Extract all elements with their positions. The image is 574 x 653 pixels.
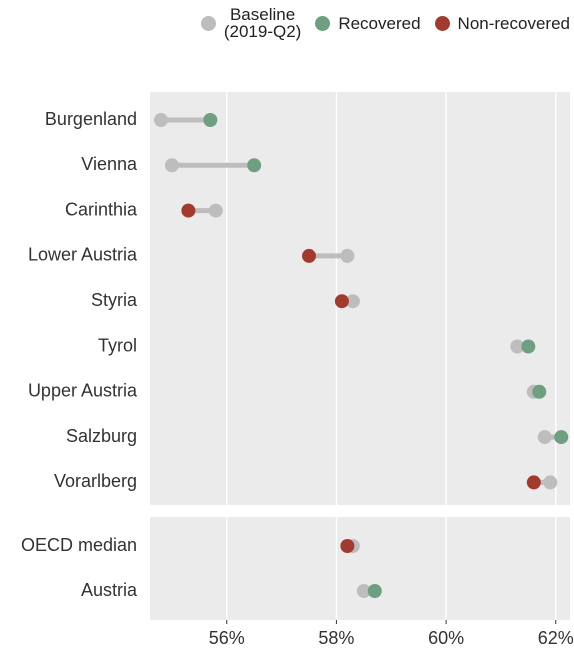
baseline-dot <box>537 430 552 445</box>
y-tick-label: Vorarlberg <box>54 471 137 491</box>
legend-swatch <box>434 15 450 31</box>
current-dot <box>334 294 349 309</box>
y-tick-label: Styria <box>91 290 138 310</box>
current-dot <box>521 339 536 354</box>
y-tick-label: Salzburg <box>66 426 137 446</box>
y-tick-label: Vienna <box>81 154 138 174</box>
legend-label: Non-recovered <box>457 13 570 33</box>
x-tick-label: 58% <box>318 628 354 648</box>
baseline-dot <box>356 584 371 598</box>
baseline-dot <box>208 203 223 218</box>
baseline-dot <box>510 339 525 354</box>
baseline-dot <box>340 248 355 263</box>
y-tick-label: Burgenland <box>45 109 137 129</box>
current-dot <box>302 248 317 263</box>
baseline-dot <box>543 475 558 490</box>
legend-item: Non-recovered <box>434 13 570 33</box>
baseline-dot <box>164 158 179 173</box>
legend-item: Recovered <box>315 13 421 33</box>
current-dot <box>532 384 547 399</box>
y-tick-label: Austria <box>81 580 138 600</box>
current-dot <box>247 158 262 173</box>
x-tick-label: 62% <box>538 628 574 648</box>
current-dot <box>554 430 569 445</box>
legend: Baseline (2019-Q2) Recovered Non-recovered <box>0 6 574 40</box>
y-tick-label: Carinthia <box>65 199 138 219</box>
legend-label: Baseline (2019-Q2) <box>223 5 302 41</box>
current-dot <box>340 539 355 553</box>
y-tick-label: Lower Austria <box>28 245 138 265</box>
legend-swatch <box>200 15 216 31</box>
x-tick-label: 60% <box>428 628 464 648</box>
y-tick-label: Upper Austria <box>28 381 138 401</box>
y-tick-label: Tyrol <box>98 335 137 355</box>
current-dot <box>526 475 541 490</box>
current-dot <box>203 113 218 127</box>
current-dot <box>181 203 196 218</box>
legend-item: Baseline (2019-Q2) <box>200 5 302 41</box>
baseline-dot <box>153 113 168 127</box>
panel-background <box>150 92 570 505</box>
legend-swatch <box>315 15 331 31</box>
baseline-dot <box>345 294 360 309</box>
current-dot <box>367 584 382 598</box>
panel-background <box>150 517 570 620</box>
y-tick-label: OECD median <box>21 535 137 555</box>
x-tick-label: 56% <box>209 628 245 648</box>
legend-label: Recovered <box>338 13 421 33</box>
